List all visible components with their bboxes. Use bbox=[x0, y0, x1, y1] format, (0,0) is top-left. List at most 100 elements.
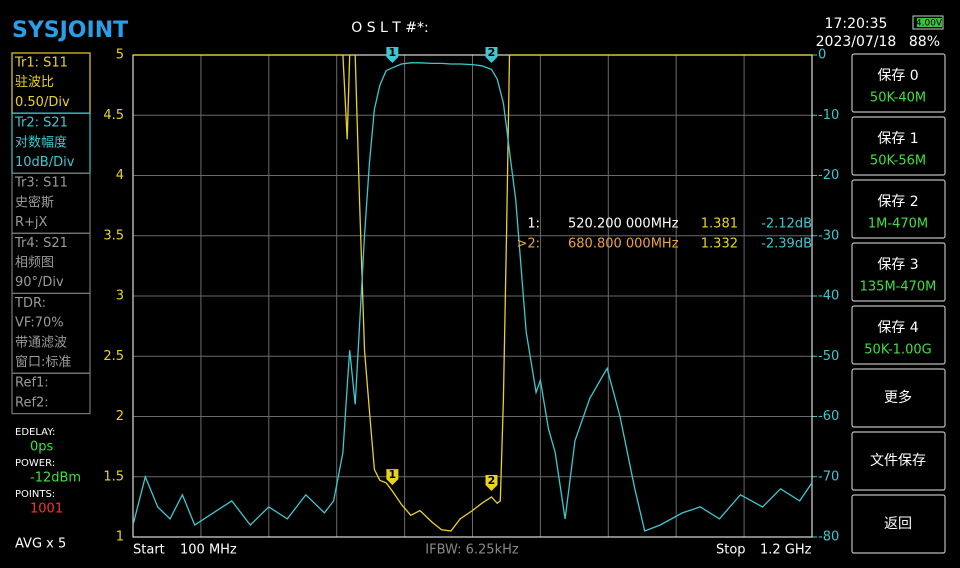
button-label[interactable]: 保存 0 bbox=[877, 68, 918, 84]
y-tick-label: 3 bbox=[116, 289, 124, 304]
avg: AVG x 5 bbox=[15, 537, 66, 552]
trace-info: 窗口:标准 bbox=[15, 354, 71, 370]
setting-value: -12dBm bbox=[30, 471, 81, 486]
trace-info: TDR: bbox=[14, 296, 46, 311]
button-label[interactable]: 保存 1 bbox=[877, 131, 918, 147]
button-range[interactable]: 50K-40M bbox=[870, 91, 926, 106]
battery-voltage: 4.00V bbox=[916, 19, 943, 29]
trace-info: 史密斯 bbox=[15, 194, 54, 210]
y2-tick-label: -40 bbox=[818, 289, 839, 304]
marker-label: 1 bbox=[389, 46, 397, 59]
y2-tick-label: -70 bbox=[818, 469, 839, 484]
button[interactable]: 保存 4 50K-1.00G bbox=[851, 305, 946, 365]
y-tick-label: 4.5 bbox=[103, 108, 124, 123]
plot: 1 1.5 2 2.5 3 3.5 4 4.5 5 0 -10 -20 -30 -40 -50 -60 -70 -… bbox=[103, 46, 839, 558]
x-stop-label: Stop bbox=[716, 543, 746, 558]
left-panel: Tr1: S11 驻波比 0.50/Div Tr2: S21 对数幅度 10dB/Div T… bbox=[11, 52, 91, 552]
setting-label: POINTS: bbox=[15, 489, 55, 500]
button-frame[interactable] bbox=[851, 431, 946, 491]
right-panel: 保存 0 50K-40M 保存 1 50K-56M 保存 2 1M-470M 保存 3 135… bbox=[851, 53, 946, 554]
button-frame[interactable] bbox=[851, 116, 946, 176]
button[interactable]: 返回 bbox=[851, 494, 946, 554]
y-tick-label: 4 bbox=[116, 168, 124, 183]
button-label[interactable]: 更多 bbox=[884, 389, 912, 406]
marker-label: 2 bbox=[488, 474, 496, 487]
status: O S L T #*: bbox=[351, 20, 429, 36]
trace-info: R+jX bbox=[15, 215, 48, 230]
trace bbox=[132, 62, 813, 532]
button[interactable]: 文件保存 bbox=[851, 431, 946, 491]
y-tick-label: 2 bbox=[116, 409, 124, 424]
button-label[interactable]: 保存 4 bbox=[877, 320, 918, 336]
marker-readout: 1.381 bbox=[701, 217, 738, 232]
button-label[interactable]: 返回 bbox=[884, 516, 912, 532]
trace-info: 0.50/Div bbox=[15, 95, 70, 110]
setting-label: POWER: bbox=[15, 458, 55, 469]
y-tick-label: 3.5 bbox=[103, 228, 124, 243]
button-label[interactable]: 保存 2 bbox=[877, 194, 918, 210]
marker-flag bbox=[485, 474, 498, 491]
button-frame[interactable] bbox=[851, 305, 946, 365]
trace-box bbox=[11, 372, 91, 415]
trace-info: VF:70% bbox=[15, 316, 64, 331]
button-frame[interactable] bbox=[851, 179, 946, 239]
button-frame[interactable] bbox=[851, 242, 946, 302]
y2-tick-label: -30 bbox=[818, 228, 839, 243]
button-range[interactable]: 50K-56M bbox=[870, 154, 926, 169]
y-tick-label: 5 bbox=[116, 48, 124, 63]
battery-fill bbox=[917, 18, 942, 27]
marker-readout: -2.12dB bbox=[761, 217, 812, 232]
x-start-label: Start bbox=[133, 543, 165, 558]
marker-readout: -2.39dB bbox=[761, 237, 812, 252]
button[interactable]: 保存 3 135M-470M bbox=[851, 242, 946, 302]
marker-readout: 1.332 bbox=[701, 237, 738, 252]
button-range[interactable]: 135M-470M bbox=[860, 280, 937, 295]
y-tick-label: 1 bbox=[116, 530, 124, 545]
time: 17:20:35 bbox=[825, 16, 888, 32]
marker-flag bbox=[386, 469, 399, 486]
x-start: 100 MHz bbox=[180, 543, 237, 558]
trace-info: 10dB/Div bbox=[15, 155, 75, 170]
button-range[interactable]: 1M-470M bbox=[868, 217, 928, 232]
plot-frame bbox=[132, 54, 813, 538]
button-frame[interactable] bbox=[851, 53, 946, 113]
marker-flag bbox=[386, 47, 399, 63]
marker-readout: >2: bbox=[516, 237, 540, 252]
button-label[interactable]: 保存 3 bbox=[877, 257, 918, 273]
y2-tick-label: -60 bbox=[818, 409, 839, 424]
trace-info: 驻波比 bbox=[15, 75, 54, 90]
button[interactable]: 保存 2 1M-470M bbox=[851, 179, 946, 239]
trace-info: Ref2: bbox=[15, 395, 49, 410]
y-tick-label: 2.5 bbox=[103, 349, 124, 364]
trace-info: Tr3: S11 bbox=[14, 176, 68, 191]
y2-tick-label: -10 bbox=[818, 108, 839, 123]
battery-level: 88% bbox=[909, 34, 940, 50]
marker-readout: 520.200 000MHz bbox=[568, 217, 679, 232]
setting-value: 1001 bbox=[30, 502, 63, 517]
trace-info: Ref1: bbox=[15, 376, 49, 391]
setting-value: 0ps bbox=[30, 440, 54, 455]
marker-flag bbox=[485, 47, 498, 63]
button[interactable]: 保存 0 50K-40M bbox=[851, 53, 946, 113]
trace-info: Tr1: S11 bbox=[14, 56, 68, 71]
button[interactable]: 更多 bbox=[851, 368, 946, 428]
trace-info: 相频图 bbox=[15, 256, 54, 271]
setting-label: EDELAY: bbox=[15, 427, 55, 438]
y2-tick-label: -50 bbox=[818, 349, 839, 364]
button-label[interactable]: 文件保存 bbox=[870, 453, 926, 469]
marker-label: 1 bbox=[389, 468, 397, 481]
y2-tick-label: -20 bbox=[818, 168, 839, 183]
x-stop: 1.2 GHz bbox=[760, 543, 812, 558]
trace-info: 对数幅度 bbox=[15, 134, 67, 150]
button-range[interactable]: 50K-1.00G bbox=[864, 343, 931, 358]
button[interactable]: 保存 1 50K-56M bbox=[851, 116, 946, 176]
y2-tick-label: 0 bbox=[818, 48, 826, 63]
y2-tick-label: -80 bbox=[818, 530, 839, 545]
button-frame[interactable] bbox=[851, 494, 946, 554]
logo: SYSJOINT bbox=[12, 18, 128, 43]
marker-readout: 680.800 000MHz bbox=[568, 237, 679, 252]
button-frame[interactable] bbox=[851, 368, 946, 428]
marker-label: 2 bbox=[488, 46, 496, 59]
